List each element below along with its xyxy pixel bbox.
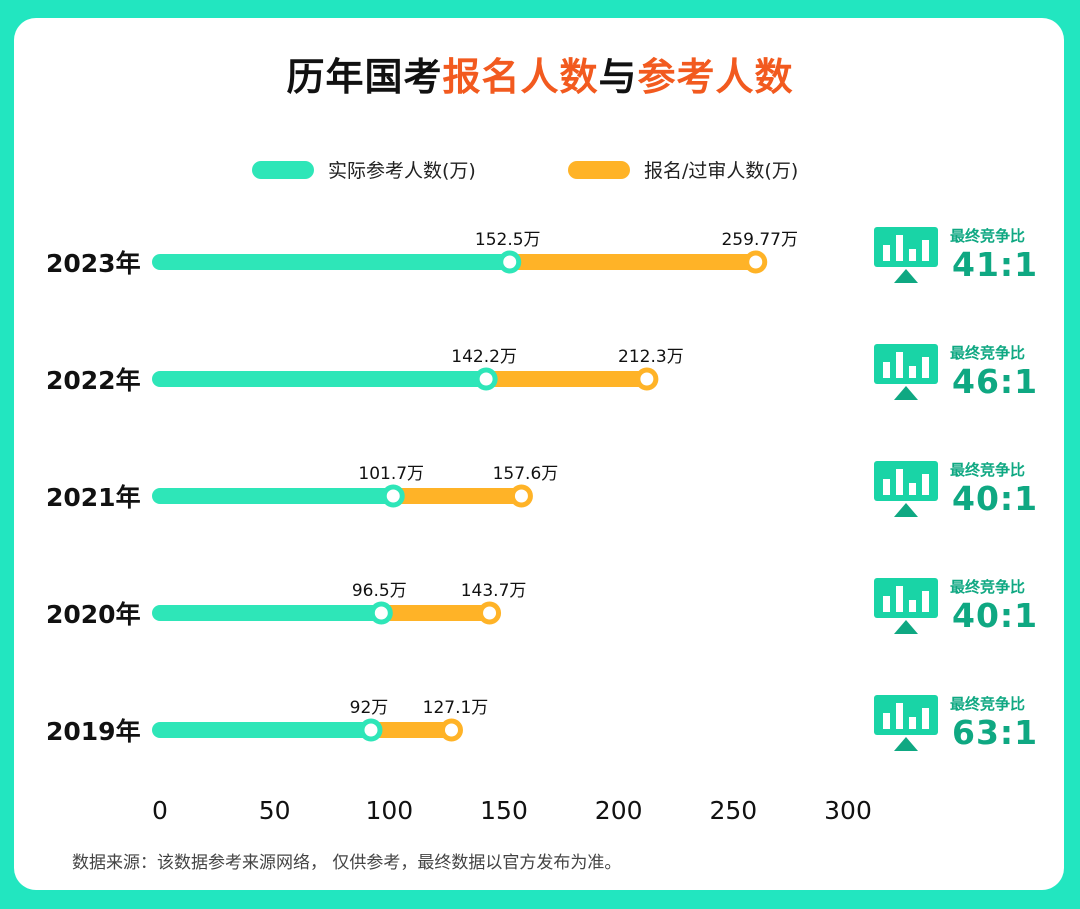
ratio-box: 最终竞争比 63:1: [872, 693, 1052, 763]
x-tick-label: 0: [152, 796, 168, 825]
actual-point: [381, 484, 405, 508]
ratio-value: 46:1: [952, 362, 1039, 401]
ratio-caption: 最终竞争比: [950, 461, 1026, 479]
ratio-box: 最终竞争比 40:1: [872, 459, 1052, 529]
x-tick-label: 300: [824, 796, 872, 825]
category-label: 2020年: [46, 600, 141, 629]
actual-point: [359, 718, 383, 742]
legend-swatch-registered: [568, 160, 630, 179]
x-tick-label: 200: [594, 796, 643, 825]
title-part-2: 报名人数: [442, 55, 599, 99]
ratio-box: 最终竞争比 41:1: [872, 225, 1052, 295]
legend-label-actual: 实际参考人数(万): [328, 160, 476, 182]
registered-point: [509, 484, 533, 508]
ratio-value: 63:1: [952, 713, 1039, 752]
legend-swatch-actual: [252, 160, 314, 179]
ratio-caption: 最终竞争比: [950, 578, 1026, 596]
registered-point: [439, 718, 463, 742]
actual-point: [498, 250, 522, 274]
actual-value-label: 92万: [349, 698, 389, 718]
chart-card: [14, 18, 1064, 890]
actual-point: [474, 367, 498, 391]
actual-value-label: 152.5万: [474, 230, 541, 250]
presentation-chart-icon: [874, 461, 938, 517]
category-label: 2023年: [46, 249, 141, 278]
category-label: 2019年: [46, 717, 141, 746]
category-label: 2022年: [46, 366, 141, 395]
chart-title: 历年国考报名人数与参考人数: [0, 46, 1080, 101]
presentation-chart-icon: [874, 578, 938, 634]
ratio-box: 最终竞争比 46:1: [872, 342, 1052, 412]
actual-value-label: 96.5万: [351, 581, 407, 601]
registered-value-label: 259.77万: [721, 230, 798, 250]
registered-value-label: 143.7万: [460, 581, 527, 601]
source-note: 数据来源：该数据参考来源网络， 仅供参考，最终数据以官方发布为准。: [72, 853, 622, 873]
registered-point: [744, 250, 768, 274]
title-part-4: 参考人数: [637, 55, 794, 99]
x-tick-label: 100: [365, 796, 414, 825]
presentation-chart-icon: [874, 695, 938, 751]
x-tick-label: 150: [480, 796, 528, 825]
x-tick-label: 250: [709, 796, 758, 825]
ratio-value: 40:1: [952, 596, 1039, 635]
presentation-chart-icon: [874, 227, 938, 283]
registered-value-label: 212.3万: [618, 347, 684, 367]
ratio-caption: 最终竞争比: [950, 695, 1026, 713]
registered-point: [635, 367, 659, 391]
registered-value-label: 157.6万: [492, 464, 559, 484]
legend-item-actual: 实际参考人数(万): [252, 156, 476, 183]
actual-value-label: 142.2万: [451, 347, 517, 367]
ratio-caption: 最终竞争比: [950, 344, 1026, 362]
legend-label-registered: 报名/过审人数(万): [644, 160, 799, 182]
ratio-caption: 最终竞争比: [950, 227, 1026, 245]
actual-value-label: 101.7万: [358, 464, 425, 484]
ratio-value: 40:1: [952, 479, 1039, 518]
title-part-1: 历年国考: [286, 55, 443, 99]
ratio-box: 最终竞争比 40:1: [872, 576, 1052, 646]
registered-point: [478, 601, 502, 625]
title-part-3: 与: [598, 55, 638, 99]
actual-point: [369, 601, 393, 625]
ratio-value: 41:1: [952, 245, 1039, 284]
presentation-chart-icon: [874, 344, 938, 400]
legend-item-registered: 报名/过审人数(万): [568, 156, 798, 183]
x-tick-label: 50: [258, 796, 291, 825]
registered-value-label: 127.1万: [422, 698, 489, 718]
category-label: 2021年: [46, 483, 141, 512]
